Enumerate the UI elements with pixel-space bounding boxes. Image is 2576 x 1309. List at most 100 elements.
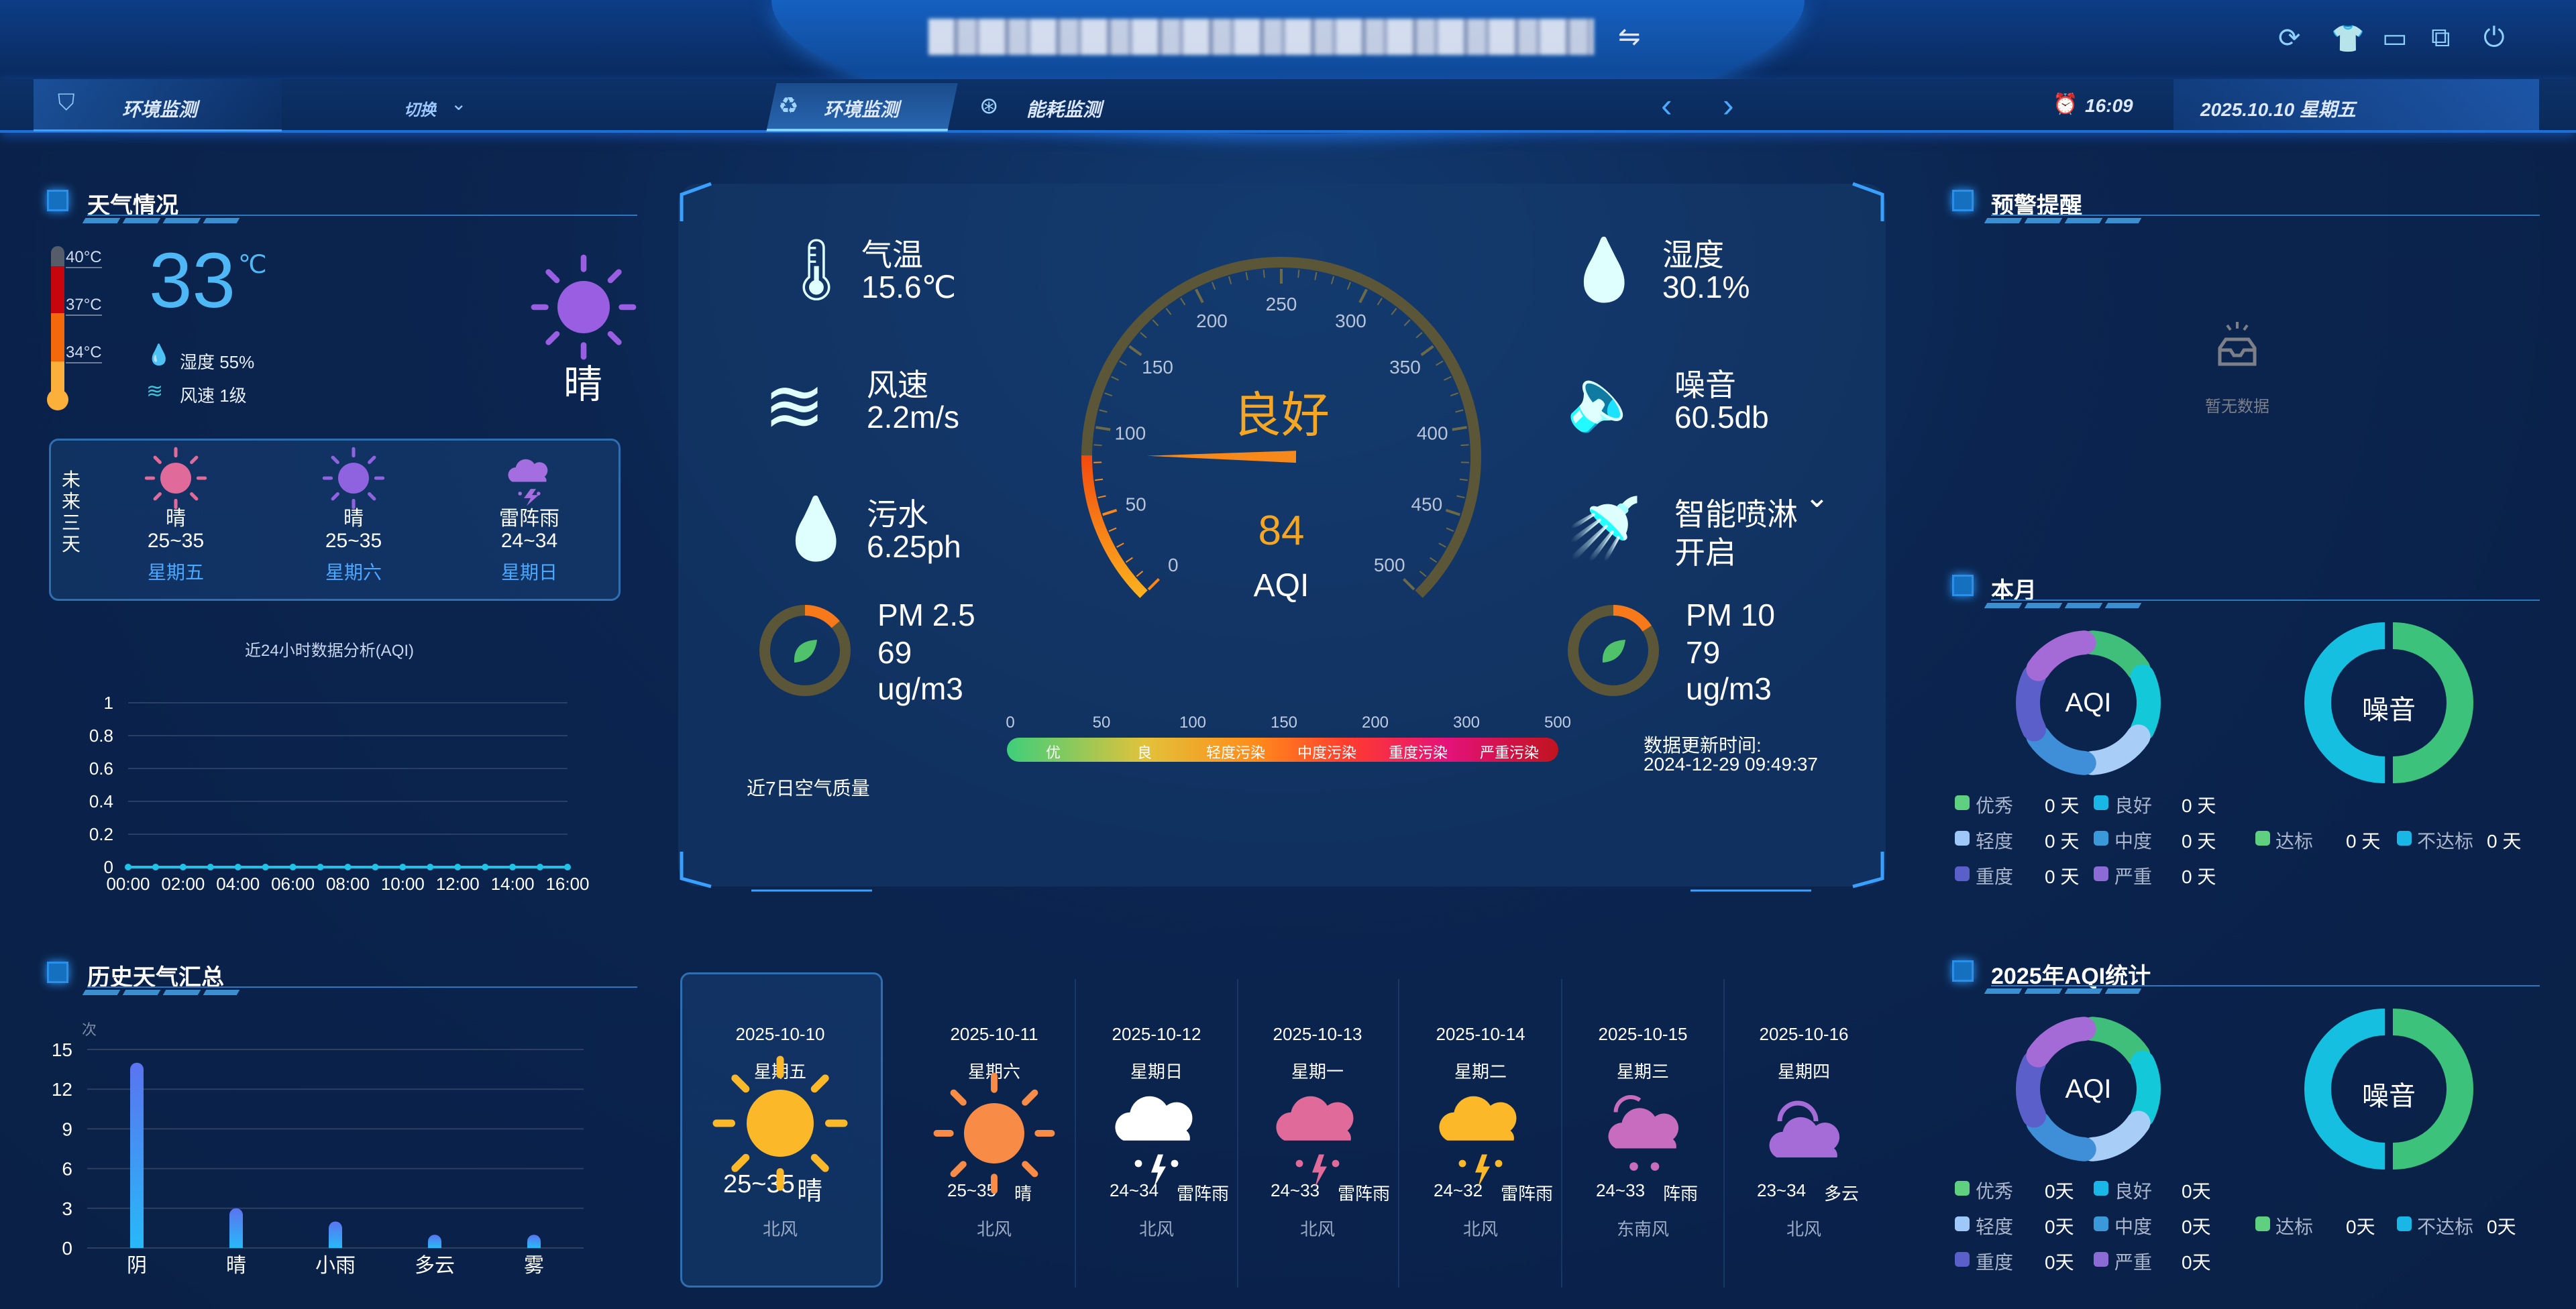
future-icons — [144, 447, 548, 510]
forecast-temp: 25~35 — [947, 1180, 997, 1200]
screen-icon[interactable]: ⧉ — [2431, 23, 2451, 52]
forecast-condition: 雷阵雨 — [1338, 1184, 1391, 1204]
humidity-icon: 💧 — [146, 344, 172, 366]
aqi-donut-segment — [2080, 1111, 2151, 1161]
legend-value: 0天 — [2182, 1252, 2211, 1273]
gauge-tick — [1403, 578, 1415, 591]
stats-title: 本月 — [1991, 578, 2037, 604]
legend-label: 不达标 — [2417, 831, 2474, 852]
divider-dash — [82, 218, 240, 223]
legend-value: 0天 — [2346, 1216, 2375, 1237]
bar — [130, 1062, 144, 1248]
x-tick-label: 08:00 — [326, 874, 370, 894]
forecast-temp: 24~33 — [1596, 1180, 1646, 1200]
shower-dropdown-chevron-icon[interactable]: ⌄ — [1805, 481, 1829, 514]
gauge-tick-label: 300 — [1335, 310, 1366, 331]
y-tick-label: 15 — [52, 1039, 72, 1060]
tab-energy-monitor[interactable]: 能耗监测 — [1026, 99, 1102, 120]
noise-donut-segment — [2392, 622, 2473, 783]
logo-icon: ⛉ — [58, 90, 75, 115]
gauge-tick — [1403, 319, 1411, 327]
prev-arrow-icon[interactable]: ‹ — [1661, 87, 1672, 124]
gauge-tick — [1391, 308, 1397, 315]
module-switcher[interactable] — [34, 79, 282, 131]
noise-donut-segment — [2304, 1009, 2385, 1170]
gauge-tick — [1195, 288, 1204, 304]
chevron-down-icon[interactable]: ⌄ — [451, 93, 467, 114]
x-category-label: 阴 — [127, 1255, 147, 1277]
legend-value: 0天 — [2045, 1216, 2074, 1237]
pm25-ring-progress — [759, 605, 851, 696]
legend-label: 优秀 — [1976, 795, 2014, 816]
legend-label: 良好 — [2114, 795, 2153, 816]
legend-label: 不达标 — [2417, 1216, 2474, 1237]
future-temp: 25~35 — [325, 530, 382, 552]
pm10-label: PM 10 — [1686, 597, 1775, 632]
history-bar-chart: 0 3 6 9 12 15 阴 晴 小雨 多云 雾 — [52, 1039, 584, 1277]
metric-label: 噪音 — [1674, 367, 1736, 402]
legend-swatch — [2094, 831, 2108, 846]
metric-label: 智能喷淋 — [1674, 497, 1798, 532]
aqi24-title: 近24小时数据分析(AQI) — [245, 642, 415, 660]
scale-number: 500 — [1544, 714, 1572, 732]
bar — [329, 1221, 342, 1248]
forecast-temp: 25~35 — [723, 1170, 795, 1198]
y-tick-label: 6 — [62, 1159, 72, 1180]
aqi-donut-segment — [2026, 1017, 2096, 1068]
aqi-donut-label: AQI — [2065, 1074, 2112, 1104]
gauge-tick-label: 350 — [1389, 357, 1421, 378]
gauge-tick-label: 0 — [1168, 555, 1179, 575]
update-label: 数据更新时间: — [1644, 735, 1762, 756]
y-tick-label: 0 — [104, 857, 113, 877]
data-point — [289, 864, 297, 870]
aqi24-line-chart: 0 0.2 0.4 0.6 0.8 1 00:00 02:00 04:00 06:00 08:00 1… — [89, 693, 590, 894]
gauge-tick-label: 250 — [1266, 294, 1297, 315]
forecast-temp: 24~34 — [1110, 1180, 1159, 1200]
legend-value: 0 天 — [2487, 831, 2522, 852]
swap-arrows-icon[interactable]: ⇋ — [1618, 22, 1641, 52]
gauge-tick — [1263, 270, 1265, 278]
stat-donuts — [2016, 622, 2473, 1170]
update-time: 2024-12-29 09:49:37 — [1644, 754, 1818, 775]
gauge-tick — [1419, 571, 1427, 577]
gauge-tick — [1455, 409, 1464, 413]
legend-label: 中度 — [2114, 1216, 2153, 1237]
legend-swatch — [1955, 1181, 1970, 1196]
scale-number: 50 — [1092, 714, 1111, 732]
gauge-tick — [1111, 376, 1119, 381]
leaf-icon — [794, 640, 817, 663]
alerts-title: 预警提醒 — [1991, 193, 2082, 219]
wind-text: 风速 1级 — [180, 386, 247, 406]
shirt-icon[interactable]: 👕 — [2331, 24, 2365, 54]
gauge-tick — [1116, 543, 1124, 548]
scale-number: 100 — [1179, 714, 1207, 732]
switch-button[interactable]: 切换 — [404, 101, 436, 119]
aqi-status: 良好 — [1232, 389, 1330, 443]
empty-inbox-icon — [2218, 322, 2257, 366]
temp-unit: ℃ — [238, 251, 267, 279]
datetime-panel — [2174, 79, 2539, 131]
monitor-icon[interactable]: ▭ — [2382, 23, 2408, 53]
aqi-donut-segment — [2016, 1050, 2047, 1128]
forecast-weekday: 星期日 — [1130, 1062, 1183, 1082]
center-icons — [759, 605, 1659, 696]
metric-label: 风速 — [867, 367, 928, 402]
aqi-donut-label: AQI — [2065, 688, 2112, 718]
legend-value: 0天 — [2182, 1216, 2211, 1237]
gauge-tick — [1346, 282, 1352, 290]
weather-title: 天气情况 — [87, 193, 178, 219]
gauge-tick — [1147, 578, 1160, 591]
next-arrow-icon[interactable]: › — [1723, 87, 1734, 124]
power-icon[interactable]: ⏻ — [2483, 23, 2505, 52]
refresh-icon[interactable]: ⟳ — [2278, 23, 2301, 53]
x-category-label: 小雨 — [315, 1255, 356, 1277]
future-condition: 雷阵雨 — [499, 508, 559, 530]
forecast-temp: 24~32 — [1434, 1180, 1483, 1200]
y-tick-label: 3 — [62, 1198, 72, 1219]
forecast-condition: 晴 — [1014, 1184, 1032, 1204]
metric-value: 开启 — [1674, 535, 1736, 570]
tab-env-monitor-label[interactable]: 环境监测 — [824, 99, 900, 120]
legend-value: 0 天 — [2045, 831, 2080, 852]
history-title: 历史天气汇总 — [87, 965, 224, 990]
scale-number: 0 — [1006, 714, 1015, 732]
